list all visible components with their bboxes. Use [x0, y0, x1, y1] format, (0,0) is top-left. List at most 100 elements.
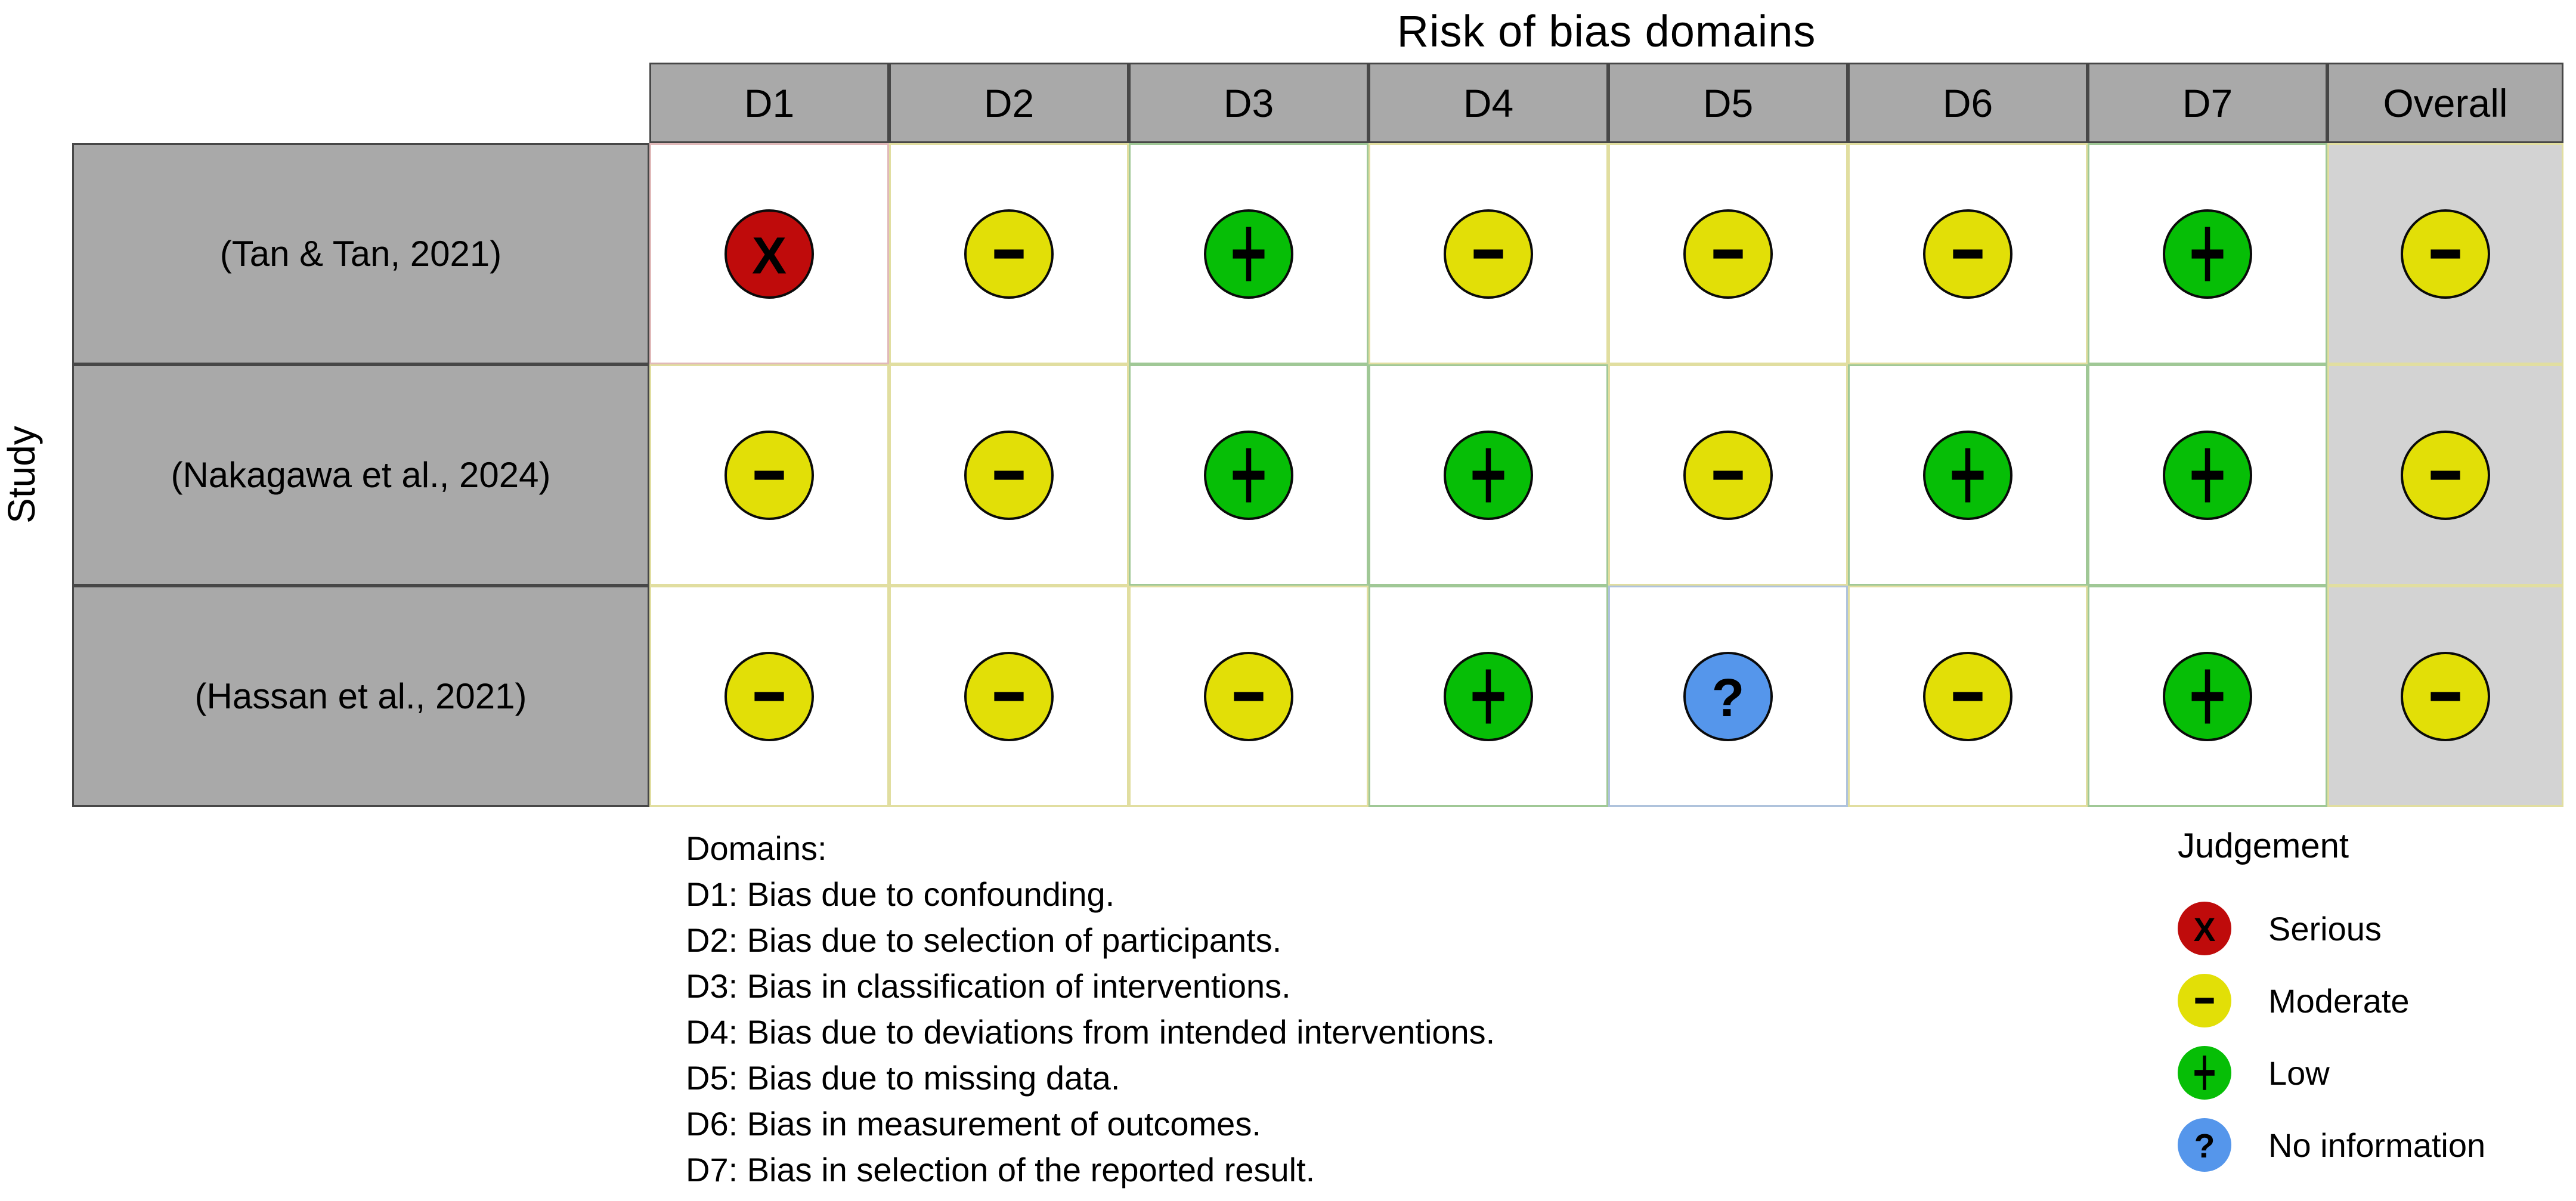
cell-overall-row1 [2327, 143, 2563, 364]
judgement-circle-low [2178, 1046, 2231, 1100]
cell-d5-row3: ? [1608, 586, 1848, 807]
header-cell-d4: D4 [1368, 63, 1608, 143]
domain-definition-d7: D7: Bias in selection of the reported re… [686, 1151, 1315, 1188]
legend-label-no_information: No information [2268, 1126, 2486, 1164]
study-cell-row3: (Hassan et al., 2021) [72, 586, 649, 807]
judgement-circle-moderate [2401, 209, 2490, 299]
judgement-circle-low [1444, 651, 1533, 741]
svg-text:?: ? [2194, 1127, 2215, 1165]
domain-definition-d6: D6: Bias in measurement of outcomes. [686, 1105, 1261, 1143]
rob-table: D1 D2 D3 D4 D5 D6 D7 Overall (Tan & Tan, 2021) X (… [72, 63, 2563, 807]
moderate-symbol-icon [1234, 691, 1264, 701]
legend-label-low: Low [2268, 1054, 2330, 1092]
corner-cell [72, 63, 649, 143]
domain-definition-d1: D1: Bias due to confounding. [686, 875, 1115, 913]
cell-d2-row2 [889, 364, 1129, 586]
judgement-circle-serious: X [724, 209, 814, 299]
judgement-circle-moderate [1444, 209, 1533, 299]
judgement-circle-low [1204, 209, 1293, 299]
cell-d7-row1 [2088, 143, 2327, 364]
cell-d4-row1 [1368, 143, 1608, 364]
judgement-circle-low [1444, 430, 1533, 520]
header-cell-d1: D1 [649, 63, 889, 143]
legend-item-low: Low [2178, 1046, 2485, 1100]
cell-d6-row1 [1848, 143, 2088, 364]
legend-item-no_information: ? No information [2178, 1118, 2485, 1172]
legend-label-serious: Serious [2268, 909, 2382, 948]
header-cell-d2: D2 [889, 63, 1129, 143]
judgement-circle-moderate [2401, 651, 2490, 741]
moderate-symbol-icon [2431, 470, 2460, 480]
judgement-circle-low [1923, 430, 2012, 520]
domains-heading: Domains: [686, 829, 827, 867]
domain-definition-d3: D3: Bias in classification of interventi… [686, 967, 1291, 1005]
cell-d3-row3 [1129, 586, 1368, 807]
header-cell-d5: D5 [1608, 63, 1848, 143]
cell-d1-row3 [649, 586, 889, 807]
low-symbol-icon [1472, 448, 1504, 502]
cell-overall-row2 [2327, 364, 2563, 586]
low-symbol-icon [2191, 448, 2224, 502]
judgement-circle-moderate [1923, 209, 2012, 299]
low-symbol-icon [1233, 448, 1265, 502]
figure-title: Risk of bias domains [1397, 7, 1816, 56]
judgement-circle-moderate [1204, 651, 1293, 741]
moderate-symbol-icon [754, 691, 784, 701]
judgement-circle-moderate [964, 651, 1054, 741]
moderate-symbol-icon [994, 470, 1024, 480]
moderate-symbol-icon [1713, 249, 1743, 259]
judgement-circle-low [2163, 209, 2252, 299]
cell-d1-row2 [649, 364, 889, 586]
no_information-symbol-icon: ? [2194, 1127, 2215, 1165]
svg-text:?: ? [1712, 668, 1745, 728]
svg-text:X: X [752, 227, 787, 284]
cell-d4-row3 [1368, 586, 1608, 807]
svg-text:X: X [2194, 911, 2216, 948]
cell-d6-row3 [1848, 586, 2088, 807]
legend-label-moderate: Moderate [2268, 982, 2410, 1020]
moderate-symbol-icon [2195, 998, 2214, 1004]
header-cell-d7: D7 [2088, 63, 2327, 143]
judgement-circle-moderate [964, 209, 1054, 299]
cell-d4-row2 [1368, 364, 1608, 586]
cell-d7-row3 [2088, 586, 2327, 807]
cell-d1-row1: X [649, 143, 889, 364]
domains-note: Domains: D1: Bias due to confounding. D2:… [686, 825, 1495, 1193]
cell-d3-row2 [1129, 364, 1368, 586]
moderate-symbol-icon [1953, 691, 1983, 701]
judgement-circle-low [2163, 651, 2252, 741]
low-symbol-icon [1952, 448, 1984, 502]
cell-d2-row1 [889, 143, 1129, 364]
study-cell-row1: (Tan & Tan, 2021) [72, 143, 649, 364]
judgement-circle-moderate [724, 651, 814, 741]
cell-d2-row3 [889, 586, 1129, 807]
judgement-circle-moderate [964, 430, 1054, 520]
cell-d6-row2 [1848, 364, 2088, 586]
judgement-circle-moderate [724, 430, 814, 520]
header-cell-overall: Overall [2327, 63, 2563, 143]
judgement-circle-moderate [2401, 430, 2490, 520]
moderate-symbol-icon [1953, 249, 1983, 259]
judgement-circle-moderate [1683, 430, 1773, 520]
judgement-circle-no_information: ? [1683, 651, 1773, 741]
cell-d5-row2 [1608, 364, 1848, 586]
cell-d5-row1 [1608, 143, 1848, 364]
study-cell-row2: (Nakagawa et al., 2024) [72, 364, 649, 586]
moderate-symbol-icon [994, 691, 1024, 701]
header-cell-d6: D6 [1848, 63, 2088, 143]
low-symbol-icon [1233, 227, 1265, 281]
cell-d3-row1 [1129, 143, 1368, 364]
judgement-circle-low [2163, 430, 2252, 520]
cell-overall-row3 [2327, 586, 2563, 807]
header-cell-d3: D3 [1129, 63, 1368, 143]
legend-item-serious: X Serious [2178, 902, 2485, 955]
serious-symbol-icon: X [2194, 911, 2216, 948]
judgement-circle-moderate [1923, 651, 2012, 741]
judgement-circle-moderate [2178, 974, 2231, 1027]
judgement-circle-low [1204, 430, 1293, 520]
judgement-circle-no_information: ? [2178, 1118, 2231, 1172]
low-symbol-icon [2191, 227, 2224, 281]
judgement-circle-serious: X [2178, 902, 2231, 955]
judgement-circle-moderate [1683, 209, 1773, 299]
